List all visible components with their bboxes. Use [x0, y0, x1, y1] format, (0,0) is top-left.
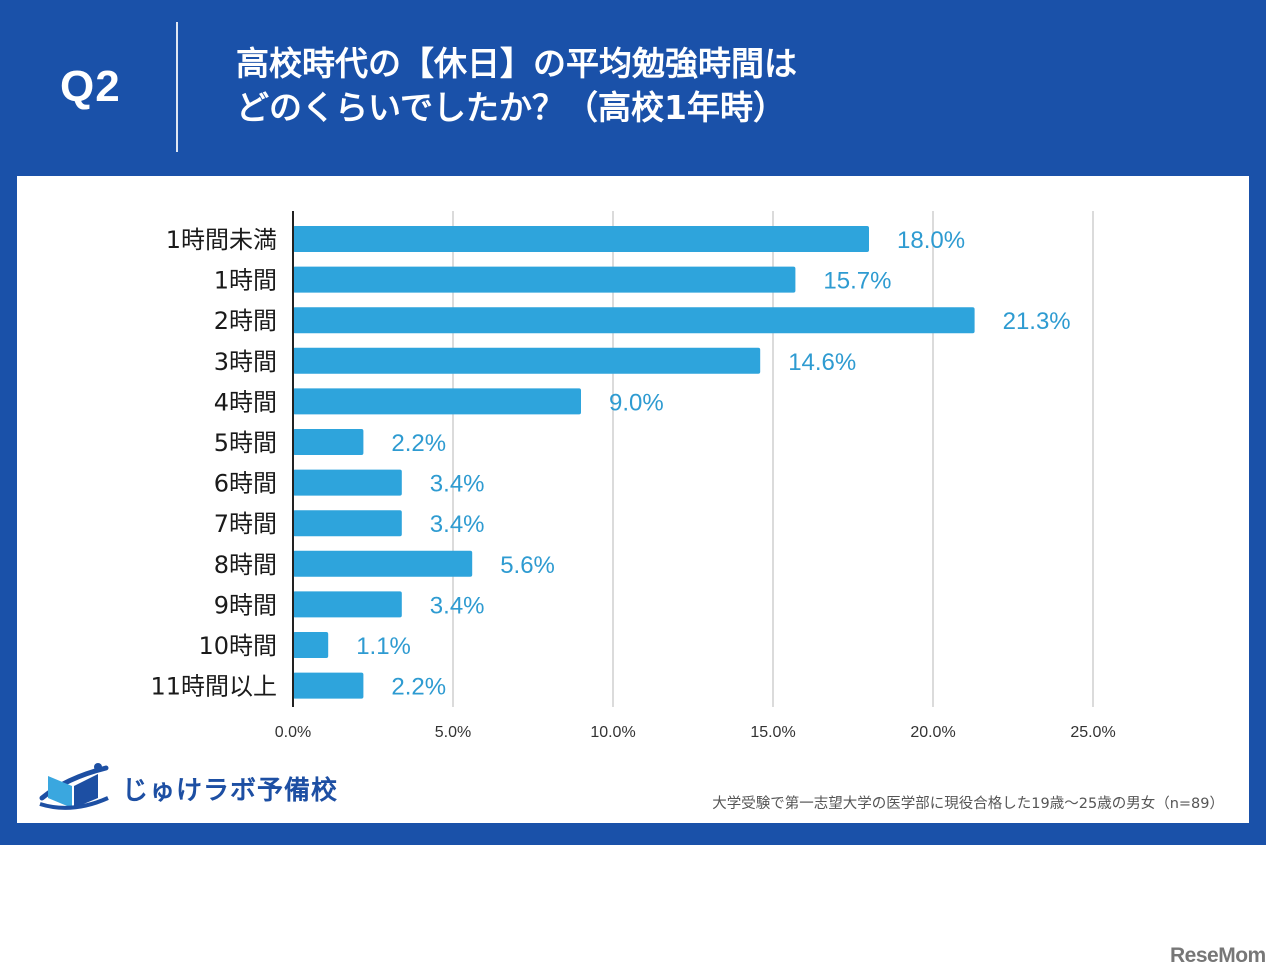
x-tick-label: 5.0%	[435, 724, 471, 741]
brand-logo: じゅけラボ予備校	[36, 758, 339, 814]
title-line-2: どのくらいでしたか？（高校1年時）	[236, 88, 786, 127]
data-label: 15.7%	[823, 268, 891, 295]
bar	[293, 226, 869, 252]
bar	[293, 347, 761, 374]
data-label: 3.4%	[430, 471, 485, 498]
bar	[293, 550, 473, 577]
category-label: 6時間	[214, 470, 277, 498]
bar	[293, 266, 796, 293]
resemom-watermark: ReseMom	[1170, 944, 1266, 967]
x-tick-label: 10.0%	[590, 724, 635, 741]
x-tick-label: 0.0%	[275, 724, 311, 741]
x-tick-label: 25.0%	[1070, 724, 1115, 741]
bar	[293, 388, 581, 415]
category-label: 4時間	[214, 388, 277, 416]
bar	[293, 510, 402, 537]
data-label: 9.0%	[609, 389, 664, 416]
title-line-1: 高校時代の【休日】の平均勉強時間は	[236, 44, 797, 83]
data-label: 3.4%	[430, 592, 485, 619]
book-logo-icon	[39, 763, 109, 810]
data-label: 1.1%	[356, 633, 411, 660]
sample-note: 大学受験で第一志望大学の医学部に現役合格した19歳〜25歳の男女（n=89）	[712, 796, 1224, 812]
category-label: 1時間未満	[166, 226, 277, 254]
data-label: 18.0%	[897, 227, 965, 254]
category-label: 8時間	[214, 551, 277, 579]
bar	[293, 591, 402, 618]
logo-text: じゅけラボ予備校	[122, 776, 339, 806]
data-label: 14.6%	[788, 349, 856, 376]
bar	[293, 429, 364, 455]
bar	[293, 672, 364, 699]
data-label: 3.4%	[430, 511, 485, 538]
category-label: 1時間	[214, 267, 277, 295]
question-number: Q2	[60, 62, 121, 111]
x-tick-label: 15.0%	[750, 724, 795, 741]
data-label: 2.2%	[391, 430, 446, 457]
category-label: 10時間	[198, 632, 277, 660]
category-label: 5時間	[214, 429, 277, 457]
data-label: 5.6%	[500, 552, 555, 579]
header-divider	[176, 22, 178, 152]
data-label: 21.3%	[1003, 308, 1071, 335]
page-title: 高校時代の【休日】の平均勉強時間は どのくらいでしたか？（高校1年時）	[236, 42, 797, 130]
category-label: 9時間	[214, 591, 277, 619]
x-tick-label: 20.0%	[910, 724, 955, 741]
bar	[293, 307, 975, 334]
category-label: 3時間	[214, 348, 277, 376]
data-label: 2.2%	[391, 674, 446, 701]
bar	[293, 632, 329, 658]
category-label: 2時間	[214, 307, 277, 335]
category-label: 11時間以上	[150, 673, 277, 701]
bar	[293, 469, 402, 496]
category-label: 7時間	[214, 510, 277, 538]
